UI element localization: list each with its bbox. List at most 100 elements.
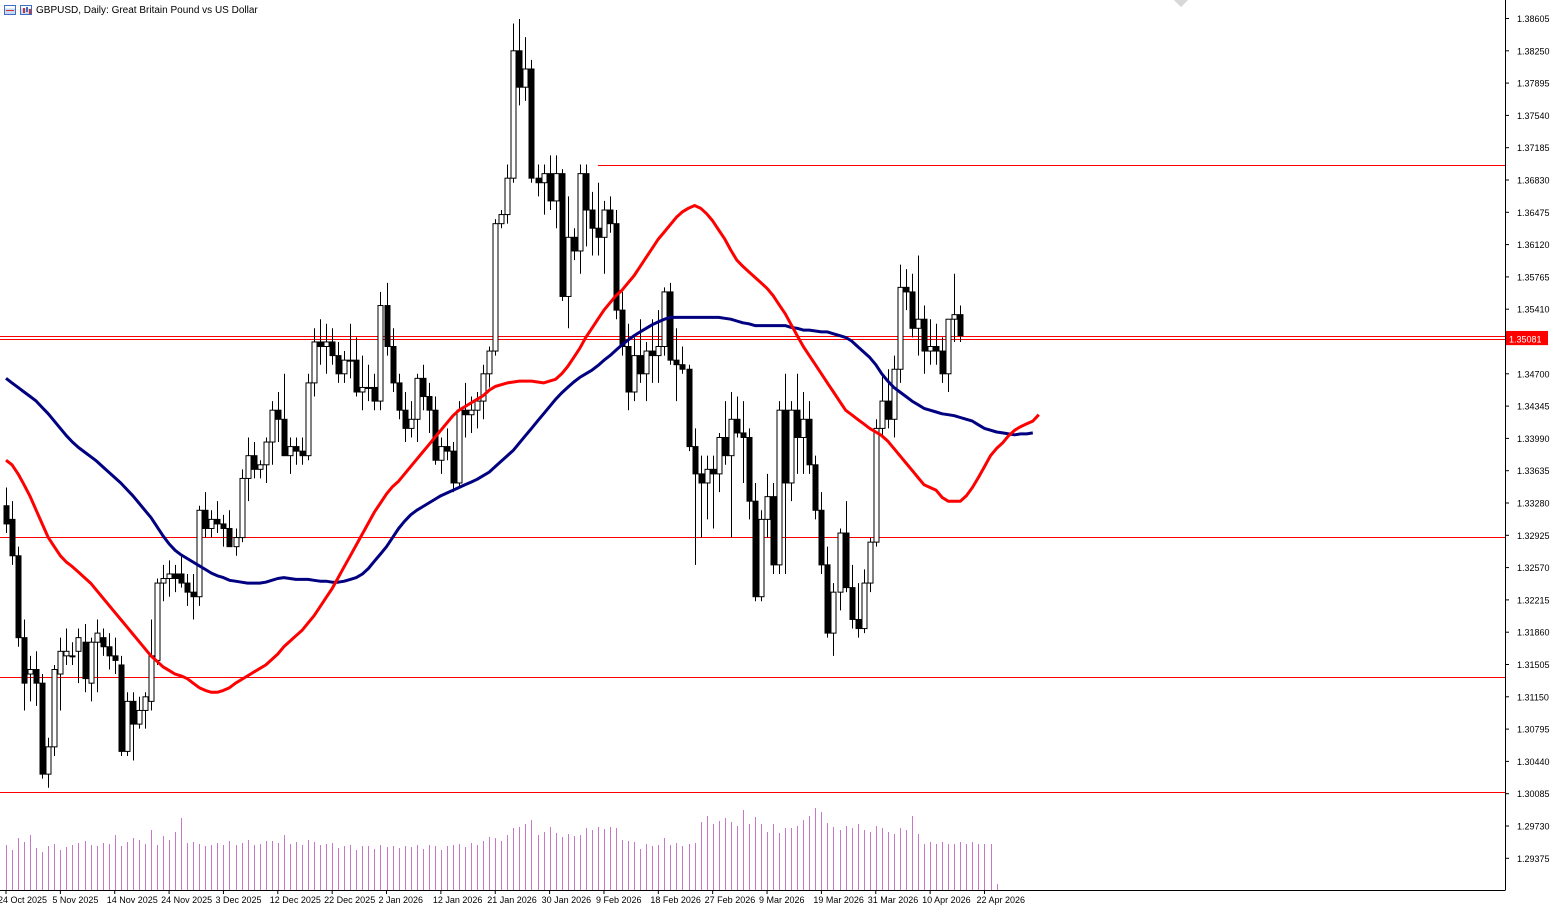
candle-body[interactable] xyxy=(667,291,674,361)
candle-body[interactable] xyxy=(414,377,421,420)
candle-body[interactable] xyxy=(208,518,215,529)
candle-body[interactable] xyxy=(106,646,113,657)
candle-body[interactable] xyxy=(190,591,197,598)
candle-body[interactable] xyxy=(806,418,813,466)
candle-body[interactable] xyxy=(293,446,300,452)
candle-body[interactable] xyxy=(486,350,493,375)
candle-body[interactable] xyxy=(426,396,433,411)
candle-body[interactable] xyxy=(69,655,76,658)
candle-body[interactable] xyxy=(474,400,481,411)
candle-body[interactable] xyxy=(957,314,964,337)
candle-body[interactable] xyxy=(154,582,161,661)
candle-body[interactable] xyxy=(323,341,330,348)
candle-body[interactable] xyxy=(214,518,221,525)
candle-body[interactable] xyxy=(535,177,542,184)
candle-body[interactable] xyxy=(728,418,735,457)
candle-body[interactable] xyxy=(679,364,686,370)
candle-body[interactable] xyxy=(740,432,747,438)
candle-body[interactable] xyxy=(824,564,831,634)
candle-body[interactable] xyxy=(263,441,270,466)
candle-body[interactable] xyxy=(939,350,946,375)
candle-body[interactable] xyxy=(335,355,342,375)
candle-body[interactable] xyxy=(855,618,862,630)
candle-body[interactable] xyxy=(390,346,397,384)
candle-body[interactable] xyxy=(921,318,928,352)
candle-body[interactable] xyxy=(752,500,759,598)
candle-body[interactable] xyxy=(879,400,886,429)
candle-body[interactable] xyxy=(438,446,445,461)
candle-body[interactable] xyxy=(420,377,427,398)
candle-body[interactable] xyxy=(226,527,233,548)
candle-body[interactable] xyxy=(9,518,16,557)
candle-body[interactable] xyxy=(637,355,644,375)
candle-body[interactable] xyxy=(788,409,795,484)
candle-body[interactable] xyxy=(480,373,487,402)
candle-body[interactable] xyxy=(269,409,276,443)
candle-body[interactable] xyxy=(673,359,680,366)
candle-body[interactable] xyxy=(891,368,898,420)
candle-body[interactable] xyxy=(166,573,173,580)
candle-body[interactable] xyxy=(178,573,185,584)
candle-body[interactable] xyxy=(21,637,28,684)
candle-body[interactable] xyxy=(148,655,155,702)
candle-body[interactable] xyxy=(94,632,101,643)
candle-body[interactable] xyxy=(456,409,463,484)
candle-body[interactable] xyxy=(51,669,58,748)
candle-body[interactable] xyxy=(100,637,107,648)
candle-body[interactable] xyxy=(124,700,131,752)
candle-body[interactable] xyxy=(196,509,203,598)
candle-body[interactable] xyxy=(347,359,354,362)
moving-average-fast-line[interactable] xyxy=(5,204,1040,694)
candle-body[interactable] xyxy=(764,496,771,520)
candle-body[interactable] xyxy=(613,223,620,311)
candle-body[interactable] xyxy=(112,655,119,661)
candle-body[interactable] xyxy=(160,578,167,584)
candle-body[interactable] xyxy=(716,436,723,475)
candle-body[interactable] xyxy=(462,409,469,416)
candle-body[interactable] xyxy=(873,427,880,543)
candle-body[interactable] xyxy=(655,346,662,357)
candle-body[interactable] xyxy=(233,537,240,548)
window-list-icon[interactable] xyxy=(4,5,16,15)
candle-body[interactable] xyxy=(830,591,837,634)
candle-body[interactable] xyxy=(818,509,825,566)
candle-body[interactable] xyxy=(553,173,560,202)
candle-body[interactable] xyxy=(686,368,693,448)
candle-body[interactable] xyxy=(45,746,52,775)
candle-body[interactable] xyxy=(341,359,348,375)
candle-body[interactable] xyxy=(601,209,608,238)
candle-body[interactable] xyxy=(595,227,602,238)
candle-body[interactable] xyxy=(589,209,596,229)
candle-body[interactable] xyxy=(492,223,499,352)
candle-body[interactable] xyxy=(287,446,294,457)
candle-body[interactable] xyxy=(903,286,910,293)
candle-body[interactable] xyxy=(39,682,46,775)
candle-body[interactable] xyxy=(933,346,940,352)
candle-body[interactable] xyxy=(812,464,819,511)
candle-body[interactable] xyxy=(547,173,554,202)
candle-body[interactable] xyxy=(118,664,125,752)
candle-body[interactable] xyxy=(299,450,306,457)
candle-body[interactable] xyxy=(305,382,312,457)
candle-body[interactable] xyxy=(88,641,95,684)
candle-body[interactable] xyxy=(909,291,916,329)
candle-body[interactable] xyxy=(770,496,777,566)
candle-body[interactable] xyxy=(353,359,360,393)
candle-body[interactable] xyxy=(408,418,415,429)
chart-icon[interactable] xyxy=(20,5,32,15)
candle-body[interactable] xyxy=(800,418,807,438)
candle-body[interactable] xyxy=(692,446,699,475)
candle-body[interactable] xyxy=(945,318,952,375)
candle-body[interactable] xyxy=(498,214,505,225)
candle-body[interactable] xyxy=(202,509,209,529)
candle-body[interactable] xyxy=(504,177,511,216)
candle-body[interactable] xyxy=(583,173,590,211)
candle-body[interactable] xyxy=(565,236,572,297)
candle-body[interactable] xyxy=(257,464,264,470)
candle-body[interactable] xyxy=(698,473,705,484)
candle-body[interactable] xyxy=(82,641,89,680)
candle-body[interactable] xyxy=(377,305,384,402)
candle-body[interactable] xyxy=(625,346,632,393)
candle-body[interactable] xyxy=(15,555,22,639)
